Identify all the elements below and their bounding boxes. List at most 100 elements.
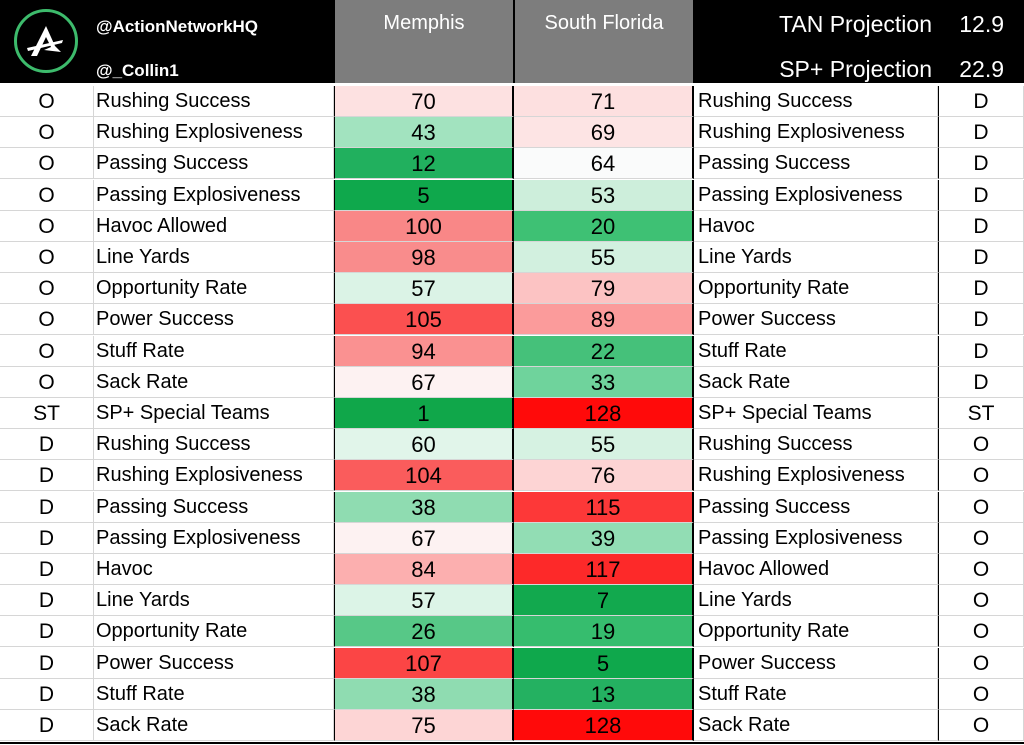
- memphis-rank-cell[interactable]: 67: [334, 366, 514, 398]
- memphis-rank-cell[interactable]: 104: [334, 460, 514, 492]
- side-cell[interactable]: O: [0, 304, 94, 336]
- opponent-side-cell[interactable]: O: [938, 678, 1024, 710]
- memphis-rank-cell[interactable]: 26: [334, 616, 514, 648]
- usf-rank-cell[interactable]: 22: [514, 335, 694, 367]
- memphis-rank-cell[interactable]: 5: [334, 179, 514, 211]
- opponent-side-cell[interactable]: D: [938, 366, 1024, 398]
- metric-cell[interactable]: Stuff Rate: [94, 678, 334, 710]
- usf-rank-cell[interactable]: 19: [514, 616, 694, 648]
- memphis-rank-cell[interactable]: 100: [334, 210, 514, 242]
- opponent-metric-cell[interactable]: Sack Rate: [694, 710, 938, 741]
- opponent-side-cell[interactable]: D: [938, 210, 1024, 242]
- usf-rank-cell[interactable]: 71: [514, 86, 694, 117]
- side-cell[interactable]: O: [0, 210, 94, 242]
- metric-cell[interactable]: Rushing Explosiveness: [94, 460, 334, 492]
- usf-rank-cell[interactable]: 128: [514, 398, 694, 429]
- memphis-rank-cell[interactable]: 57: [334, 585, 514, 617]
- metric-cell[interactable]: Opportunity Rate: [94, 616, 334, 648]
- side-cell[interactable]: D: [0, 491, 94, 523]
- usf-rank-cell[interactable]: 13: [514, 678, 694, 710]
- side-cell[interactable]: O: [0, 242, 94, 273]
- metric-cell[interactable]: Stuff Rate: [94, 335, 334, 367]
- opponent-metric-cell[interactable]: SP+ Special Teams: [694, 398, 938, 429]
- metric-cell[interactable]: Line Yards: [94, 242, 334, 273]
- opponent-metric-cell[interactable]: Havoc Allowed: [694, 554, 938, 585]
- side-cell[interactable]: ST: [0, 398, 94, 429]
- memphis-rank-cell[interactable]: 84: [334, 554, 514, 585]
- side-cell[interactable]: D: [0, 522, 94, 554]
- memphis-rank-cell[interactable]: 75: [334, 710, 514, 741]
- metric-cell[interactable]: Rushing Success: [94, 86, 334, 117]
- opponent-metric-cell[interactable]: Stuff Rate: [694, 678, 938, 710]
- side-cell[interactable]: D: [0, 647, 94, 679]
- usf-rank-cell[interactable]: 55: [514, 429, 694, 461]
- opponent-metric-cell[interactable]: Passing Explosiveness: [694, 522, 938, 554]
- opponent-side-cell[interactable]: O: [938, 710, 1024, 741]
- memphis-rank-cell[interactable]: 94: [334, 335, 514, 367]
- opponent-side-cell[interactable]: D: [938, 86, 1024, 117]
- metric-cell[interactable]: Sack Rate: [94, 366, 334, 398]
- opponent-side-cell[interactable]: O: [938, 460, 1024, 492]
- opponent-side-cell[interactable]: O: [938, 522, 1024, 554]
- memphis-rank-cell[interactable]: 98: [334, 242, 514, 273]
- side-cell[interactable]: D: [0, 554, 94, 585]
- metric-cell[interactable]: Line Yards: [94, 585, 334, 617]
- side-cell[interactable]: D: [0, 429, 94, 461]
- metric-cell[interactable]: Havoc Allowed: [94, 210, 334, 242]
- usf-rank-cell[interactable]: 76: [514, 460, 694, 492]
- opponent-metric-cell[interactable]: Stuff Rate: [694, 335, 938, 367]
- metric-cell[interactable]: SP+ Special Teams: [94, 398, 334, 429]
- opponent-side-cell[interactable]: O: [938, 491, 1024, 523]
- side-cell[interactable]: D: [0, 616, 94, 648]
- opponent-metric-cell[interactable]: Rushing Explosiveness: [694, 460, 938, 492]
- usf-rank-cell[interactable]: 20: [514, 210, 694, 242]
- opponent-side-cell[interactable]: O: [938, 554, 1024, 585]
- opponent-metric-cell[interactable]: Power Success: [694, 304, 938, 336]
- side-cell[interactable]: O: [0, 366, 94, 398]
- opponent-side-cell[interactable]: D: [938, 273, 1024, 305]
- usf-rank-cell[interactable]: 128: [514, 710, 694, 741]
- memphis-rank-cell[interactable]: 105: [334, 304, 514, 336]
- opponent-metric-cell[interactable]: Line Yards: [694, 585, 938, 617]
- usf-rank-cell[interactable]: 79: [514, 273, 694, 305]
- opponent-side-cell[interactable]: D: [938, 304, 1024, 336]
- memphis-rank-cell[interactable]: 60: [334, 429, 514, 461]
- usf-rank-cell[interactable]: 117: [514, 554, 694, 585]
- side-cell[interactable]: D: [0, 710, 94, 741]
- opponent-metric-cell[interactable]: Line Yards: [694, 242, 938, 273]
- side-cell[interactable]: D: [0, 460, 94, 492]
- metric-cell[interactable]: Rushing Success: [94, 429, 334, 461]
- memphis-rank-cell[interactable]: 70: [334, 86, 514, 117]
- usf-rank-cell[interactable]: 7: [514, 585, 694, 617]
- metric-cell[interactable]: Power Success: [94, 647, 334, 679]
- opponent-metric-cell[interactable]: Sack Rate: [694, 366, 938, 398]
- opponent-metric-cell[interactable]: Rushing Explosiveness: [694, 117, 938, 149]
- metric-cell[interactable]: Rushing Explosiveness: [94, 117, 334, 149]
- opponent-metric-cell[interactable]: Rushing Success: [694, 86, 938, 117]
- opponent-metric-cell[interactable]: Passing Explosiveness: [694, 179, 938, 211]
- memphis-rank-cell[interactable]: 57: [334, 273, 514, 305]
- side-cell[interactable]: O: [0, 86, 94, 117]
- opponent-side-cell[interactable]: D: [938, 117, 1024, 149]
- memphis-rank-cell[interactable]: 38: [334, 491, 514, 523]
- memphis-rank-cell[interactable]: 67: [334, 522, 514, 554]
- opponent-metric-cell[interactable]: Passing Success: [694, 148, 938, 180]
- opponent-metric-cell[interactable]: Passing Success: [694, 491, 938, 523]
- opponent-side-cell[interactable]: ST: [938, 398, 1024, 429]
- opponent-metric-cell[interactable]: Rushing Success: [694, 429, 938, 461]
- opponent-side-cell[interactable]: O: [938, 647, 1024, 679]
- memphis-rank-cell[interactable]: 1: [334, 398, 514, 429]
- metric-cell[interactable]: Sack Rate: [94, 710, 334, 741]
- metric-cell[interactable]: Havoc: [94, 554, 334, 585]
- opponent-side-cell[interactable]: D: [938, 179, 1024, 211]
- opponent-metric-cell[interactable]: Power Success: [694, 647, 938, 679]
- usf-rank-cell[interactable]: 39: [514, 522, 694, 554]
- side-cell[interactable]: O: [0, 179, 94, 211]
- memphis-rank-cell[interactable]: 43: [334, 117, 514, 149]
- usf-rank-cell[interactable]: 5: [514, 647, 694, 679]
- usf-rank-cell[interactable]: 115: [514, 491, 694, 523]
- opponent-metric-cell[interactable]: Opportunity Rate: [694, 273, 938, 305]
- memphis-rank-cell[interactable]: 38: [334, 678, 514, 710]
- metric-cell[interactable]: Passing Explosiveness: [94, 522, 334, 554]
- side-cell[interactable]: O: [0, 148, 94, 180]
